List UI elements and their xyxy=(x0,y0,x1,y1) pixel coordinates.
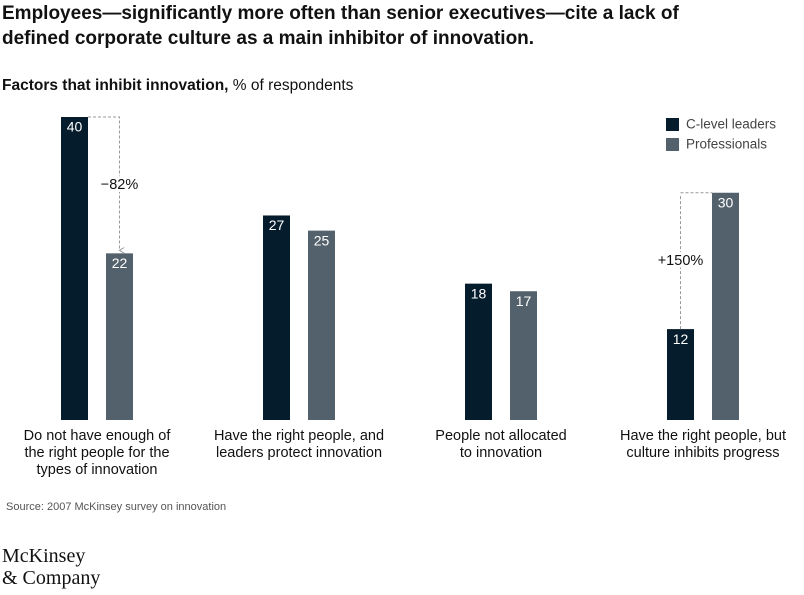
chart-subtitle: Factors that inhibit innovation, % of re… xyxy=(2,77,354,94)
annotation: +150% xyxy=(658,253,704,269)
x-tick-label: Do not have enough of the right people fo… xyxy=(24,428,172,478)
legend-label: C-level leaders xyxy=(686,117,776,132)
subtitle: % of respondents xyxy=(233,77,354,94)
annotation-arrow xyxy=(88,116,120,250)
x-tick-label: Have the right people, and leaders protec… xyxy=(214,428,384,461)
annotation: −82% xyxy=(101,177,139,193)
value-label: 12 xyxy=(673,331,689,347)
value-label: 18 xyxy=(471,285,487,301)
value-label: 17 xyxy=(516,293,532,309)
bar xyxy=(465,283,492,420)
bar xyxy=(510,291,537,420)
bar xyxy=(667,329,694,420)
value-label: 30 xyxy=(718,194,734,210)
legend-swatch xyxy=(666,118,679,131)
value-label: 22 xyxy=(112,255,128,271)
bar xyxy=(308,230,335,420)
subtitle-bold: Factors that inhibit innovation, xyxy=(2,77,228,94)
bar xyxy=(712,192,739,420)
value-label: 25 xyxy=(314,232,330,248)
x-tick-label: Have the right people, but culture inhibi… xyxy=(620,428,786,461)
value-label: 40 xyxy=(67,119,83,135)
bar xyxy=(61,117,88,420)
logo: McKinsey & Company xyxy=(2,545,100,589)
bar xyxy=(263,215,290,420)
source: Source: 2007 McKinsey survey on innovati… xyxy=(6,501,226,513)
value-label: 27 xyxy=(269,217,285,233)
legend-label: Professionals xyxy=(686,137,767,152)
bar xyxy=(106,253,133,420)
legend-swatch xyxy=(666,138,679,151)
x-tick-label: People not allocated to innovation xyxy=(435,428,566,461)
chart-title: Employees—significantly more often than … xyxy=(2,3,680,49)
